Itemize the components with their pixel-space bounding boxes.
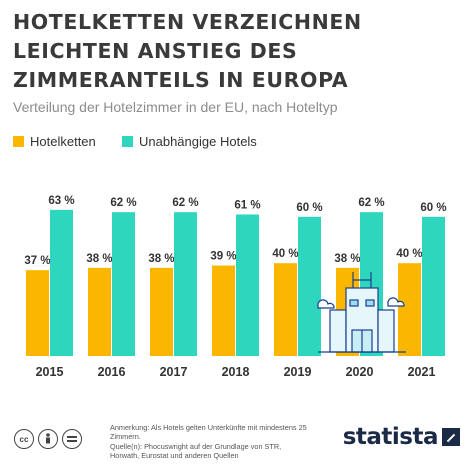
x-tick-2020: 2020 <box>346 365 374 379</box>
value-label-hotelketten-2015: 37 % <box>24 255 50 267</box>
value-label-unabhaengige-2020: 62 % <box>358 197 384 209</box>
value-label-hotelketten-2016: 38 % <box>86 253 112 265</box>
value-label-hotelketten-2017: 38 % <box>148 253 174 265</box>
legend-label-unabhaengige: Unabhängige Hotels <box>139 134 257 149</box>
x-tick-2021: 2021 <box>408 365 436 379</box>
value-label-unabhaengige-2015: 63 % <box>48 195 74 207</box>
creative-commons-icon[interactable]: cc <box>14 429 34 449</box>
license-icons: cc <box>14 429 82 449</box>
chart-subtitle: Verteilung der Hotelzimmer in der EU, na… <box>13 99 338 115</box>
value-label-hotelketten-2019: 40 % <box>272 248 298 260</box>
legend-label-hotelketten: Hotelketten <box>30 134 96 149</box>
chart-title: HOTELKETTEN VERZEICHNEN LEICHTEN ANSTIEG… <box>13 10 362 92</box>
x-tick-2017: 2017 <box>160 365 188 379</box>
bar-unabhaengige-2021 <box>422 216 445 356</box>
bar-hotelketten-2018 <box>212 265 235 356</box>
attribution-icon[interactable] <box>38 429 58 449</box>
value-label-hotelketten-2018: 39 % <box>210 251 236 263</box>
bar-hotelketten-2021 <box>398 263 421 356</box>
bar-hotelketten-2016 <box>88 267 111 356</box>
value-label-unabhaengige-2019: 60 % <box>296 202 322 214</box>
statista-logo[interactable]: statista <box>343 424 460 450</box>
x-tick-2015: 2015 <box>36 365 64 379</box>
x-tick-2016: 2016 <box>98 365 126 379</box>
value-label-unabhaengige-2018: 61 % <box>234 199 260 211</box>
statista-logo-mark-icon <box>442 428 460 446</box>
source-note: Quelle(n): Phocuswright auf der Grundlag… <box>110 441 282 460</box>
bar-hotelketten-2019 <box>274 263 297 356</box>
bar-hotelketten-2017 <box>150 267 173 356</box>
x-tick-2018: 2018 <box>222 365 250 379</box>
footer-notes: Anmerkung: Als Hotels gelten Unterkünfte… <box>110 423 310 460</box>
no-derivatives-icon[interactable] <box>62 429 82 449</box>
legend: Hotelketten Unabhängige Hotels <box>0 134 474 152</box>
bar-unabhaengige-2015 <box>50 209 73 356</box>
value-label-unabhaengige-2016: 62 % <box>110 197 136 209</box>
bar-chart: 37 % 63 % 2015 38 % 62 % 2016 38 % 62 % 2017 39 %… <box>24 195 446 379</box>
value-label-unabhaengige-2017: 62 % <box>172 197 198 209</box>
legend-item-hotelketten: Hotelketten <box>13 134 96 149</box>
hotel-illustration-icon <box>317 272 406 353</box>
bar-unabhaengige-2019 <box>298 216 321 356</box>
bar-unabhaengige-2018 <box>236 214 259 356</box>
bar-unabhaengige-2017 <box>174 212 197 356</box>
value-label-unabhaengige-2021: 60 % <box>420 202 446 214</box>
brand-name: statista <box>342 424 439 450</box>
x-tick-2019: 2019 <box>284 365 312 379</box>
footnote: Anmerkung: Als Hotels gelten Unterkünfte… <box>110 423 307 442</box>
bar-unabhaengige-2016 <box>112 212 135 356</box>
value-label-hotelketten-2021: 40 % <box>396 248 422 260</box>
value-label-hotelketten-2020: 38 % <box>334 253 360 265</box>
legend-item-unabhaengige-hotels: Unabhängige Hotels <box>122 134 257 149</box>
legend-swatch-hotelketten <box>13 136 24 147</box>
bar-hotelketten-2015 <box>26 270 49 356</box>
legend-swatch-unabhaengige <box>122 136 133 147</box>
